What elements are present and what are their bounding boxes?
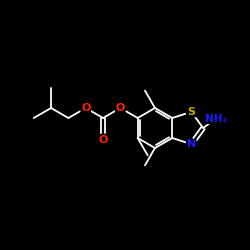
Circle shape xyxy=(186,107,196,117)
Text: O: O xyxy=(81,103,90,113)
Circle shape xyxy=(209,112,223,126)
Text: NH₂: NH₂ xyxy=(205,114,227,124)
Text: O: O xyxy=(98,135,108,145)
Circle shape xyxy=(98,134,108,144)
Text: S: S xyxy=(187,107,195,117)
Circle shape xyxy=(186,139,196,149)
Text: N: N xyxy=(187,139,196,149)
Text: O: O xyxy=(116,103,125,113)
Circle shape xyxy=(81,103,91,113)
Circle shape xyxy=(115,103,125,113)
